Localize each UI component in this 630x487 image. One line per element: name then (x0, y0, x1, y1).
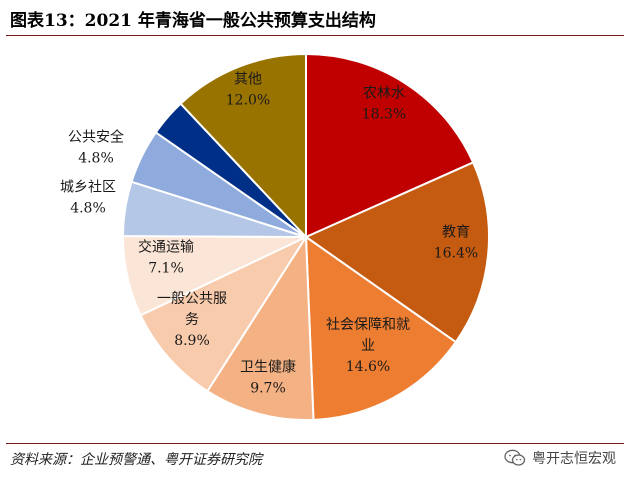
slice-name-2: 业 (361, 338, 375, 354)
slice-label-1: 教育 16.4% (434, 225, 478, 262)
pie-slice-4 (139, 234, 309, 393)
slice-name-6: 城乡社区 (60, 180, 116, 196)
slice-value-9: 12.0% (226, 93, 270, 109)
slice-value-2: 14.6% (346, 359, 390, 375)
slice-value-7: 4.8% (78, 151, 114, 167)
pie-slice-0 (305, 52, 475, 239)
slice-name-3: 卫生健康 (240, 359, 296, 376)
slice-value-0: 18.3% (362, 107, 406, 123)
chart-title: 图表13：2021 年青海省一般公共预算支出结构 (10, 11, 376, 31)
source-rule (6, 443, 624, 444)
slice-value-3: 9.7% (250, 381, 286, 397)
slice-value-6: 4.8% (70, 201, 106, 217)
slice-label-5: 交通运输 7.1% (138, 239, 194, 277)
watermark-text: 粤开志恒宏观 (532, 451, 616, 467)
slice-name-4: 一般公共服 (157, 291, 227, 307)
slice-name-0: 农林水 (363, 86, 405, 102)
slice-label-9: 其他 12.0% (226, 72, 270, 109)
pie-slice-2 (304, 235, 458, 421)
pie-slice-3 (205, 233, 315, 421)
slice-value-4: 8.9% (174, 333, 210, 349)
slice-name-7: 公共安全 (68, 129, 124, 146)
slice-label-4: 一般公共服务 8.9% (157, 291, 227, 349)
slice-label-0: 农林水 18.3% (362, 86, 406, 123)
slice-name-9: 其他 (234, 72, 262, 88)
slice-label-7: 公共安全 4.8% (68, 129, 124, 167)
title-rule (6, 35, 624, 36)
pie-slice-9 (179, 52, 307, 240)
slice-value-1: 16.4% (434, 246, 478, 262)
slice-label-6: 城乡社区 4.8% (60, 180, 116, 217)
slice-name-1: 教育 (442, 225, 470, 241)
watermark: 粤开志恒宏观 (504, 448, 616, 468)
slice-name-5: 交通运输 (138, 239, 194, 256)
wechat-icon (504, 449, 526, 466)
pie-slice-1 (303, 161, 490, 344)
slice-name-4: 务 (185, 312, 199, 328)
slice-label-2: 社会保障和就业 14.6% (326, 317, 410, 375)
slice-name-2: 社会保障和就 (326, 317, 410, 333)
slice-value-5: 7.1% (148, 261, 184, 277)
slice-label-3: 卫生健康 9.7% (240, 359, 296, 397)
source-note: 资料来源：企业预警通、粤开证券研究院 (10, 452, 262, 468)
